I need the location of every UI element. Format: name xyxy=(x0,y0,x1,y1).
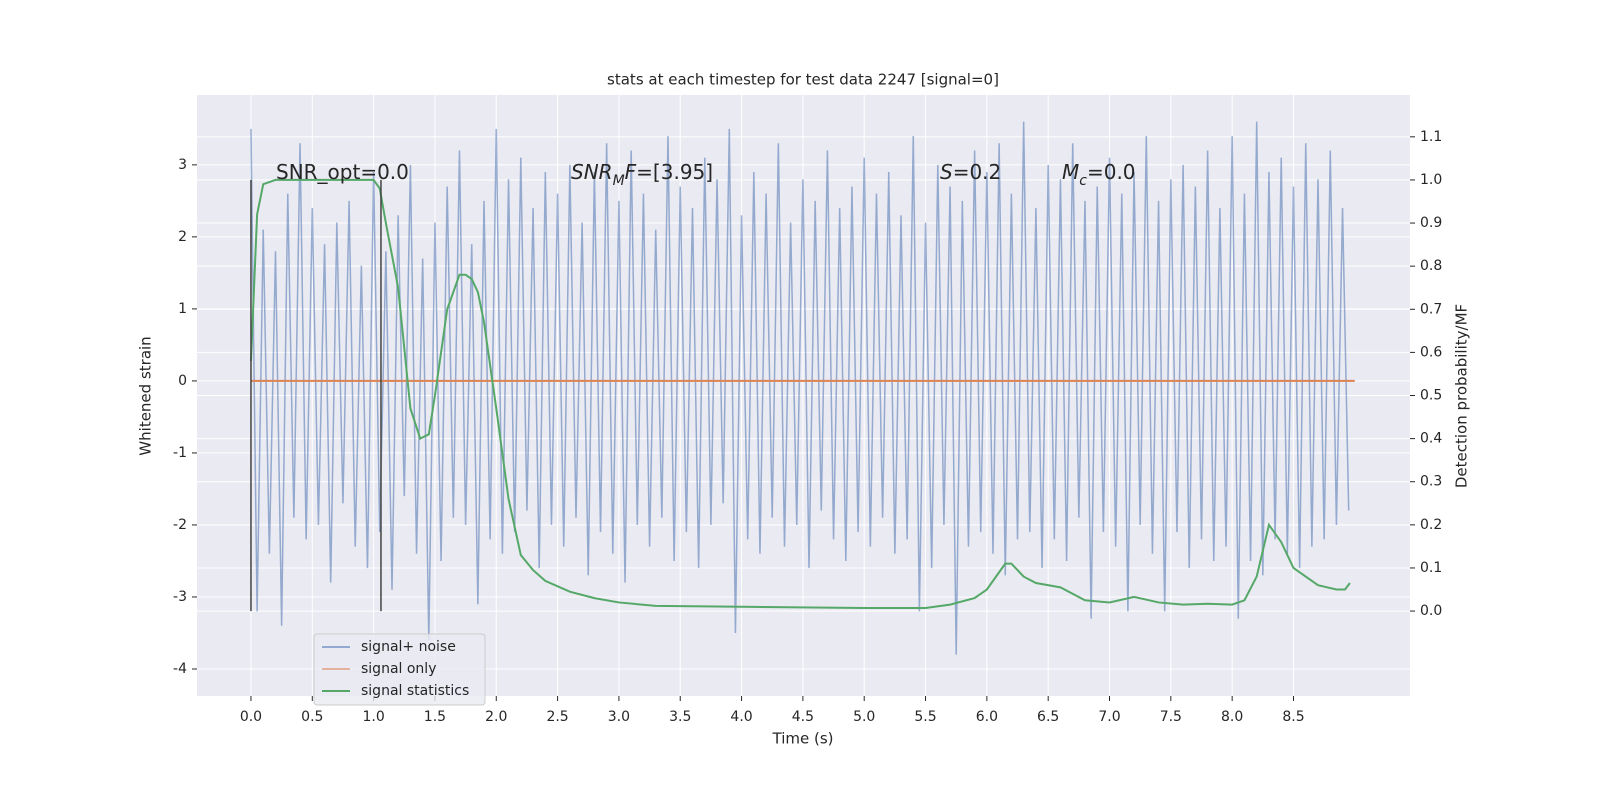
y2-tick-label: 0.5 xyxy=(1420,388,1442,404)
x-tick-label: 5.5 xyxy=(914,709,936,725)
x-tick-label: 2.5 xyxy=(546,709,568,725)
x-tick-label: 1.0 xyxy=(362,709,384,725)
y2-tick-label: 1.0 xyxy=(1420,172,1442,188)
y-axis-label: Whitened strain xyxy=(137,336,155,455)
x-tick-label: 8.0 xyxy=(1221,709,1243,725)
x-tick-label: 0.5 xyxy=(301,709,323,725)
y2-axis-label: Detection probability/MF xyxy=(1453,304,1471,488)
x-tick-label: 1.5 xyxy=(424,709,446,725)
annotation-part: S xyxy=(940,160,953,184)
x-tick-label: 6.0 xyxy=(976,709,998,725)
x-tick-label: 2.0 xyxy=(485,709,507,725)
y2-tick-label: 0.6 xyxy=(1420,344,1442,360)
y-tick-label: -3 xyxy=(173,589,187,605)
y-tick-label: 3 xyxy=(178,157,187,173)
y-tick-label: -4 xyxy=(173,661,187,677)
x-tick-label: 4.0 xyxy=(730,709,752,725)
x-axis-label: Time (s) xyxy=(772,730,834,748)
y2-tick-label: 0.0 xyxy=(1420,603,1442,619)
annotation: S=0.2 xyxy=(940,160,1001,184)
legend-label: signal only xyxy=(361,661,436,677)
y2-tick-label: 0.8 xyxy=(1420,258,1442,274)
series-line xyxy=(250,121,1350,655)
annotation: SNR_opt=0.0 xyxy=(276,160,409,184)
y2-tick-label: 0.1 xyxy=(1420,560,1442,576)
y2-tick-label: 0.4 xyxy=(1420,431,1442,447)
legend-box xyxy=(313,633,486,706)
y2-tick-label: 0.2 xyxy=(1420,517,1442,533)
x-tick-label: 4.5 xyxy=(792,709,814,725)
y-tick-label: 2 xyxy=(178,229,187,245)
x-tick-label: 8.5 xyxy=(1282,709,1304,725)
y-tick-label: 1 xyxy=(178,301,187,317)
y-tick-label: -1 xyxy=(173,445,187,461)
annotation-part: F xyxy=(625,160,637,184)
y2-tick-label: 0.3 xyxy=(1420,474,1442,490)
annotation-part: M xyxy=(613,173,625,189)
annotation-part: =0.0 xyxy=(1087,160,1136,184)
legend-label: signal statistics xyxy=(361,683,469,699)
legend-label: signal+ noise xyxy=(361,639,456,655)
x-tick-label: 0.0 xyxy=(240,709,262,725)
annotation-part: c xyxy=(1079,173,1087,189)
annotation-part: SNR_opt=0.0 xyxy=(276,160,409,184)
y2-tick-label: 0.9 xyxy=(1420,215,1442,231)
y-tick-label: 0 xyxy=(178,373,187,389)
y-tick-label: -2 xyxy=(173,517,187,533)
annotation: SNRMF=[3.95] xyxy=(571,160,713,190)
x-tick-label: 7.5 xyxy=(1160,709,1182,725)
x-tick-label: 3.0 xyxy=(608,709,630,725)
annotation-part: SNR xyxy=(571,160,613,184)
x-tick-label: 5.0 xyxy=(853,709,875,725)
x-tick-label: 6.5 xyxy=(1037,709,1059,725)
annotation: Mc=0.0 xyxy=(1062,160,1136,190)
annotation-part: M xyxy=(1062,160,1079,184)
annotation-part: =[3.95] xyxy=(636,160,713,184)
annotation-part: =0.2 xyxy=(953,160,1002,184)
chart-title: stats at each timestep for test data 224… xyxy=(607,71,999,89)
y2-tick-label: 0.7 xyxy=(1420,301,1442,317)
series-line xyxy=(249,178,1351,610)
x-tick-label: 3.5 xyxy=(669,709,691,725)
x-tick-label: 7.0 xyxy=(1098,709,1120,725)
y2-tick-label: 1.1 xyxy=(1420,129,1442,145)
